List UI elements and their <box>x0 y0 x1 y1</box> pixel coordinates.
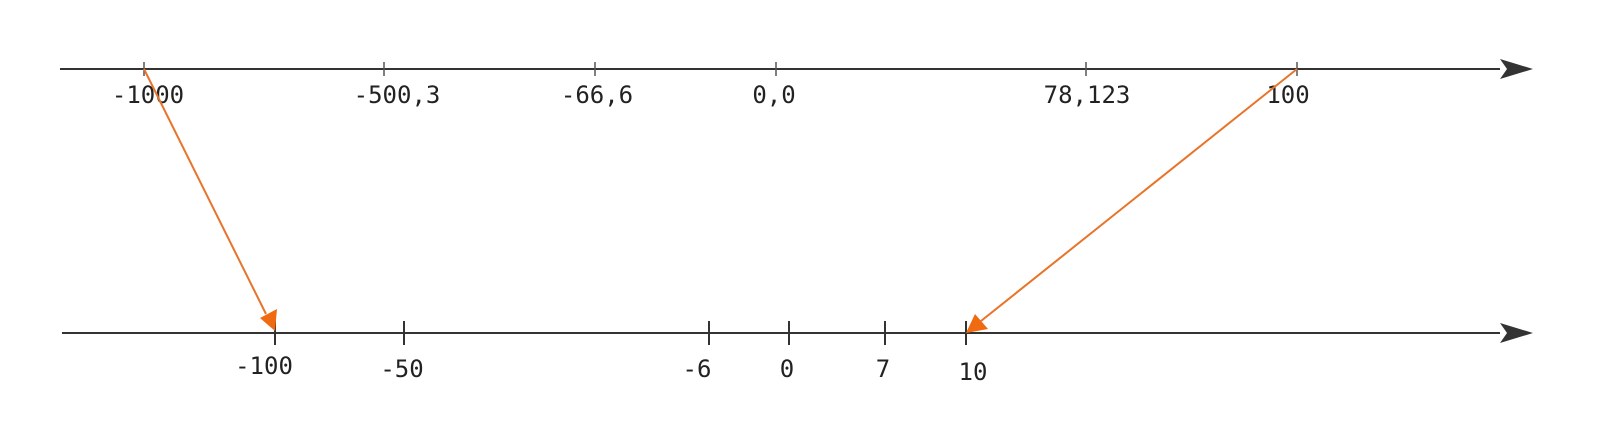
bottom-tick-label: 0 <box>780 355 794 383</box>
bottom-tick: 10 <box>959 321 988 386</box>
mapping-arrowhead <box>260 309 277 331</box>
top-tick: -66,6 <box>561 62 633 109</box>
bottom-axis-arrowhead <box>1500 323 1533 343</box>
bottom-tick: 0 <box>780 321 794 383</box>
mapping-arrow-line <box>980 68 1298 322</box>
bottom-tick-label: 7 <box>876 355 890 383</box>
top-tick-label: 100 <box>1266 81 1309 109</box>
top-number-line: -1000 -500,3 -66,6 0,0 78,123 100 <box>60 59 1533 109</box>
bottom-tick: -6 <box>683 321 712 383</box>
top-tick: 100 <box>1266 62 1310 109</box>
bottom-tick-label: -50 <box>380 355 423 383</box>
top-tick: -500,3 <box>354 62 441 109</box>
top-tick-label: 0,0 <box>752 81 795 109</box>
top-tick-label: -66,6 <box>561 81 633 109</box>
bottom-tick-label: -6 <box>683 355 712 383</box>
top-axis-arrowhead <box>1500 59 1533 79</box>
bottom-tick: 7 <box>876 321 890 383</box>
mapping-arrowhead <box>966 314 988 333</box>
top-tick: 0,0 <box>752 62 796 109</box>
top-tick: 78,123 <box>1044 62 1131 109</box>
bottom-number-line: -100 -50 -6 0 7 10 <box>62 321 1533 386</box>
bottom-tick: -50 <box>380 321 424 383</box>
bottom-tick-label: -100 <box>235 352 293 380</box>
bottom-tick: -100 <box>235 321 293 380</box>
top-tick-label: -1000 <box>112 81 184 109</box>
top-tick: -1000 <box>112 62 184 109</box>
bottom-tick-label: 10 <box>959 358 988 386</box>
mapping-arrow-100-to-10 <box>966 68 1298 333</box>
top-tick-label: 78,123 <box>1044 81 1131 109</box>
top-tick-label: -500,3 <box>354 81 441 109</box>
mapping-arrow-line <box>143 68 267 315</box>
mapping-arrow-minus-1000-to-minus-100 <box>143 68 277 331</box>
